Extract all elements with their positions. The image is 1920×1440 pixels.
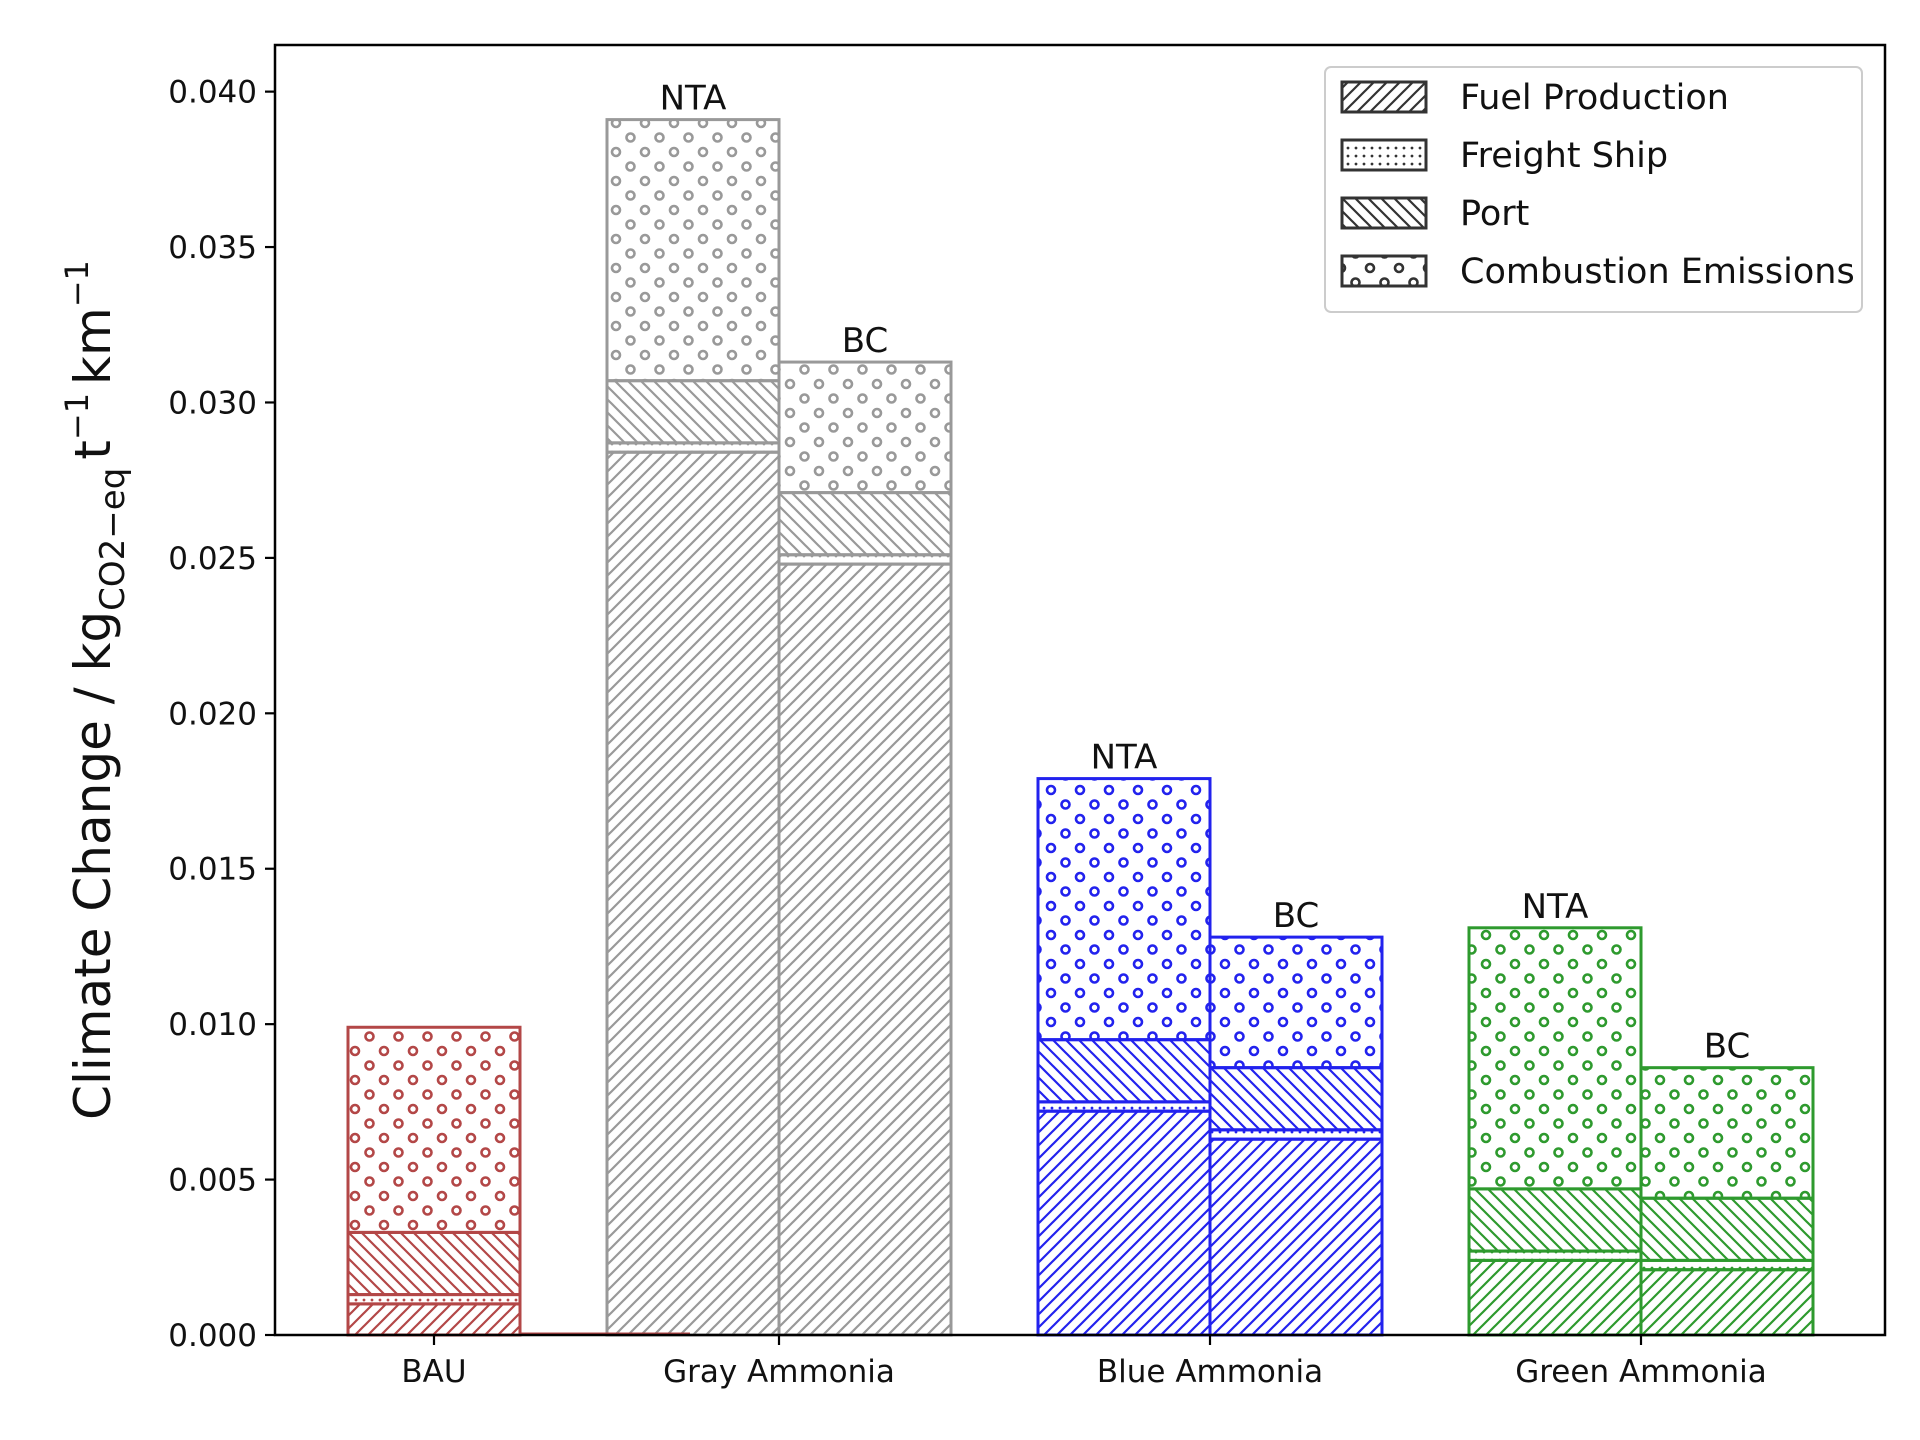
bar-segment-port [1639,1196,1815,1262]
bar-segment-fuel-production [1208,1137,1384,1337]
legend: Fuel Production Freight Ship Port Combustio… [1324,66,1863,313]
bar-gray-ammonia-bc: BC [777,321,953,1337]
bar-segment-port [777,491,953,557]
bar-label: BC [1273,896,1319,936]
bar-segment-fuel-production [1467,1258,1643,1337]
bar-gray-ammonia-nta: NTA [605,79,781,1337]
y-tick-label: 0.015 [168,852,257,888]
bar-segment-port [1036,1038,1212,1104]
legend-item: Fuel Production [1340,78,1729,118]
x-tick-label: Blue Ammonia [1097,1354,1323,1390]
y-tick-label: 0.040 [168,75,257,111]
bar-segment-fuel-production [1639,1268,1815,1337]
y-tick-label: 0.020 [168,696,257,732]
bar-label: BC [842,321,888,361]
bar-segment-fuel-production [777,562,953,1337]
bar-segment-combustion-emissions [1036,777,1212,1042]
legend-label: Port [1460,194,1529,234]
bar-label: NTA [1522,887,1589,927]
bar-segment-combustion-emissions [1467,926,1643,1191]
bar-green-ammonia-bc: BC [1639,1027,1815,1337]
y-tick-label: 0.030 [168,385,257,421]
x-tick-label: Gray Ammonia [663,1354,895,1390]
bar-segment-fuel-production [1036,1109,1212,1337]
y-tick-label: 0.035 [168,230,257,266]
bar-label: NTA [1091,738,1158,778]
legend-item: Freight Ship [1340,136,1668,176]
legend-label: Combustion Emissions [1460,252,1855,292]
bar-blue-ammonia-nta: NTA [1036,738,1212,1337]
legend-swatch [1340,254,1428,288]
y-tick-label: 0.005 [168,1163,257,1199]
bar-segment-combustion-emissions [1208,935,1384,1070]
legend-label: Fuel Production [1460,78,1729,118]
y-tick-label: 0.010 [168,1007,257,1043]
legend-item: Port [1340,194,1529,234]
x-tick-label: BAU [401,1354,466,1390]
plot-frame [273,43,1887,1337]
bar-blue-ammonia-bc: BC [1208,896,1384,1337]
bar-segment-port [346,1230,522,1297]
y-axis: 0.000 0.005 0.010 0.015 0.020 0.025 0.030 0.035… [168,75,275,1354]
bar-label: BC [1704,1027,1750,1067]
legend-swatch [1340,196,1428,230]
bar-green-ammonia-nta: NTA [1467,887,1643,1337]
legend-swatch [1340,80,1428,114]
bar-segment-fuel-production [605,450,781,1337]
x-axis: BAU Gray Ammonia Blue Ammonia Green Ammonia [401,1335,1767,1390]
y-tick-label: 0.000 [168,1318,257,1354]
bar-segment-combustion-emissions [605,118,781,383]
x-tick-label: Green Ammonia [1515,1354,1767,1390]
y-axis-label: Climate Change / kgCO2−eqt−1km−1 [58,260,133,1120]
legend-swatch [1340,138,1428,172]
bar-bau-base [346,1025,522,1337]
legend-label: Freight Ship [1460,136,1668,176]
bar-segment-fuel-production [346,1302,522,1337]
legend-item: Combustion Emissions [1340,252,1855,292]
bar-segment-port [605,379,781,445]
bar-segment-combustion-emissions [1639,1066,1815,1200]
bar-segment-port [1467,1187,1643,1253]
bar-segment-port [1208,1066,1384,1132]
legend-box [1324,66,1863,313]
bar-segment-combustion-emissions [777,360,953,495]
bar-label: NTA [660,79,727,119]
bar-segment-combustion-emissions [346,1025,522,1234]
bars-layer: NTA BC NTA BC NTA BC [346,79,1815,1337]
y-tick-label: 0.025 [168,541,257,577]
